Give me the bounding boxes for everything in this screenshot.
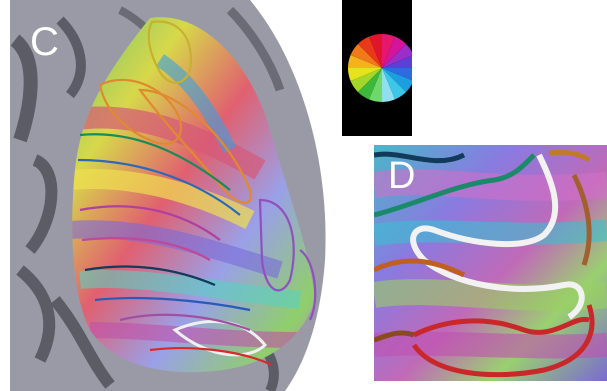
phase-wedge (350, 68, 382, 93)
phase-wedge (368, 34, 382, 68)
phase-wedge (382, 36, 407, 68)
phase-wedge (348, 54, 382, 68)
phase-wheel (348, 34, 412, 102)
panel-d-zoomed-map: D (374, 145, 607, 381)
phase-wedge (382, 68, 396, 102)
phase-wedge (348, 68, 382, 82)
phase-wedge (357, 68, 382, 100)
panel-label-c: C (30, 20, 59, 64)
phase-wedge (357, 36, 382, 68)
phase-wedge (382, 43, 412, 68)
phase-wedge (368, 68, 382, 102)
phase-wedge (382, 34, 396, 68)
panel-c-surface-map: C (10, 0, 326, 391)
phase-wedge (382, 68, 412, 93)
phase-wedge (350, 43, 382, 68)
phase-color-key (342, 0, 412, 136)
cortical-surface (10, 0, 326, 391)
phase-wedge (382, 68, 407, 100)
phase-wedge (382, 55, 412, 68)
phase-wedge (382, 68, 412, 81)
zoomed-surface (374, 145, 607, 381)
panel-label-d: D (388, 155, 416, 197)
